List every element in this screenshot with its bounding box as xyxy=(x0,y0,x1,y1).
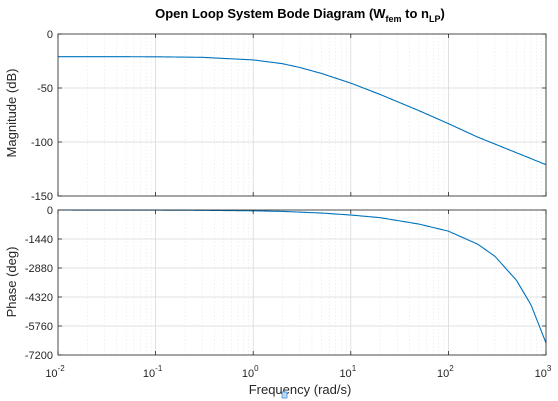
phase-y-tick-label: 0 xyxy=(47,205,53,217)
phase-axes-frame xyxy=(57,209,547,356)
chart-title-sub-lp: LP xyxy=(429,14,441,24)
magnitude-y-tick-label: -50 xyxy=(37,83,53,95)
magnitude-y-tick-label: -150 xyxy=(31,191,53,203)
magnitude-axes-frame xyxy=(57,33,547,197)
x-tick-labels: 10-2 10-1 100 101 102 103 xyxy=(45,364,552,380)
magnitude-curve xyxy=(58,56,547,166)
chart-title: Open Loop System Bode Diagram (Wfem to n… xyxy=(155,6,445,24)
x-tick-label: 101 xyxy=(339,364,356,380)
pointer-cursor-icon xyxy=(281,391,288,399)
x-tick-label: 103 xyxy=(535,364,552,380)
phase-grid xyxy=(57,209,547,356)
phase-y-tick-label: -5760 xyxy=(25,321,53,333)
magnitude-grid xyxy=(57,33,547,197)
magnitude-axis-label: Magnitude (dB) xyxy=(4,69,19,158)
magnitude-y-tick-label: -100 xyxy=(31,137,53,149)
phase-axis-label: Phase (deg) xyxy=(4,247,19,318)
x-tick-label: 10-1 xyxy=(143,364,163,380)
x-tick-label: 100 xyxy=(242,364,259,380)
phase-y-tick-label: -4320 xyxy=(25,292,53,304)
magnitude-y-tick-label: 0 xyxy=(47,29,53,41)
chart-title-sub-fem: fem xyxy=(386,14,402,24)
magnitude-ticks: 0 -50 -100 -150 xyxy=(31,29,547,203)
chart-title-middle: to n xyxy=(402,6,429,21)
x-tick-label: 102 xyxy=(437,364,454,380)
phase-y-tick-label: -7200 xyxy=(25,350,53,362)
chart-title-suffix: ) xyxy=(441,6,445,21)
phase-curve xyxy=(58,209,547,344)
frequency-axis-label: Frequency (rad/s) xyxy=(249,382,352,397)
chart-title-prefix: Open Loop System Bode Diagram (W xyxy=(155,6,386,21)
x-tick-label: 10-2 xyxy=(45,364,65,380)
phase-y-tick-label: -2880 xyxy=(25,263,53,275)
phase-y-tick-label: -1440 xyxy=(25,234,53,246)
phase-ticks: 0 -1440 -2880 -4320 -5760 -7200 xyxy=(25,205,547,362)
